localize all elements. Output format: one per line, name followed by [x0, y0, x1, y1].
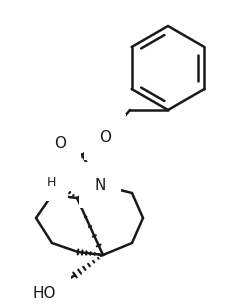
Text: HO: HO [32, 286, 56, 301]
Text: O: O [99, 129, 111, 144]
Text: N: N [94, 177, 106, 192]
Text: H: H [46, 176, 56, 188]
Text: O: O [54, 136, 66, 151]
